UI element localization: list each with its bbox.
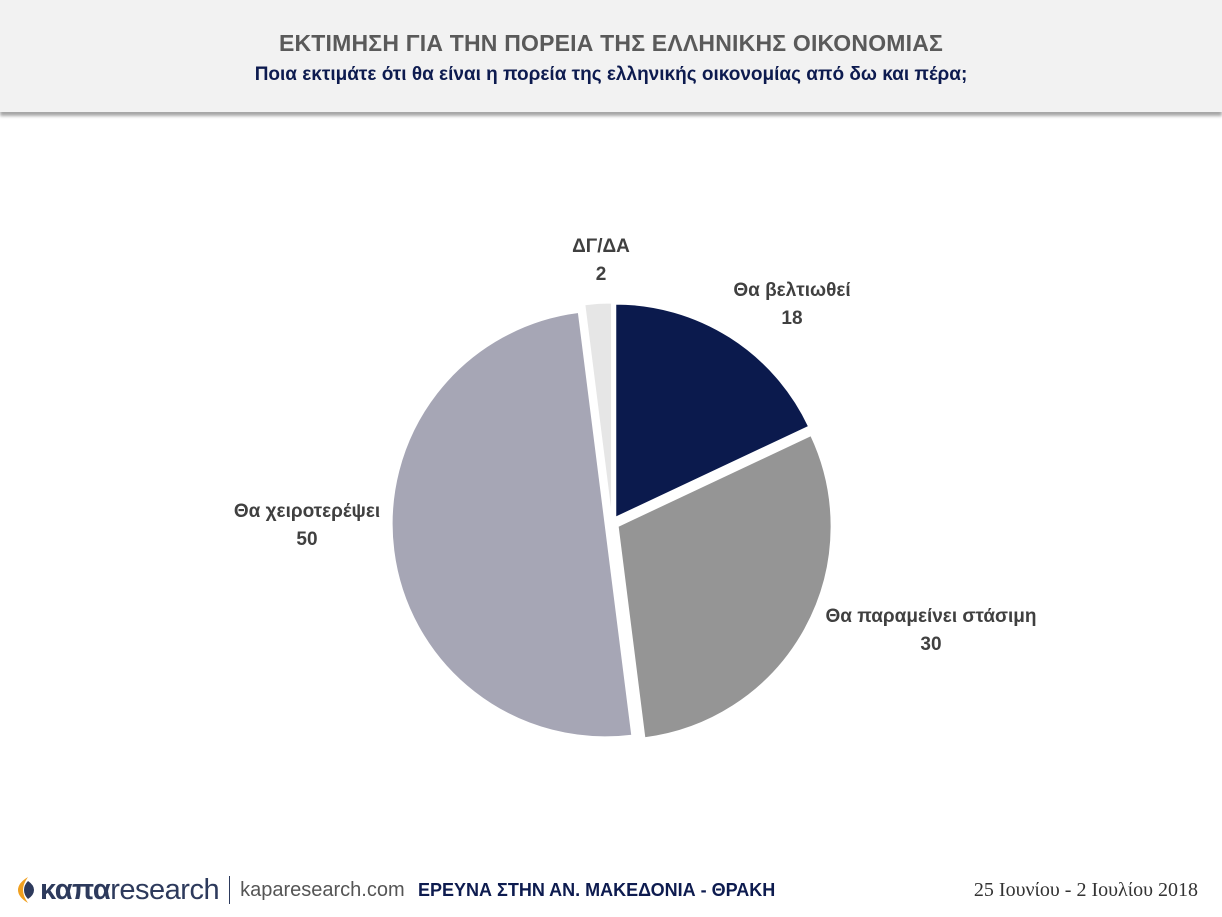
- chart-subtitle: Ποια εκτιμάτε ότι θα είναι η πορεία της …: [254, 64, 968, 85]
- logo-brand: καπα: [40, 873, 111, 906]
- slice-value: 2: [596, 264, 607, 285]
- pie-slice: [391, 311, 633, 738]
- survey-region: ΕΡΕΥΝΑ ΣΤΗΝ ΑΝ. ΜΑΚΕΔΟΝΙΑ - ΘΡΑΚΗ: [418, 880, 776, 900]
- chart-title: ΕΚΤΙΜΗΣΗ ΓΙΑ ΤΗΝ ΠΟΡΕΙΑ ΤΗΣ ΕΛΛΗΝΙΚΗΣ ΟΙ…: [278, 30, 944, 56]
- logo-research: research: [110, 873, 220, 906]
- slice-value: 50: [296, 529, 317, 550]
- slice-value: 18: [781, 308, 802, 329]
- slice-label: Θα χειροτερέψει: [234, 501, 380, 522]
- logo: καπα research kaparesearch.com: [14, 872, 405, 908]
- logo-url: kaparesearch.com: [240, 878, 405, 901]
- pie-labels: Θα βελτιωθεί 18 Θα παραμείνει στάσιμη 30 Θα …: [234, 236, 1037, 655]
- survey-date: 25 Ιουνίου - 2 Ιουλίου 2018: [973, 879, 1198, 901]
- footer: καπα research kaparesearch.com ΕΡΕΥΝΑ ΣΤΗ…: [0, 862, 1222, 917]
- slice-label: Θα παραμείνει στάσιμη: [825, 606, 1036, 627]
- slice-label: Θα βελτιωθεί: [733, 280, 850, 301]
- pie-slice: [617, 435, 832, 739]
- logo-separator: [229, 876, 231, 904]
- slice-label: ΔΓ/ΔΑ: [572, 236, 630, 257]
- kapa-logo-icon: [18, 877, 34, 903]
- header: ΕΚΤΙΜΗΣΗ ΓΙΑ ΤΗΝ ΠΟΡΕΙΑ ΤΗΣ ΕΛΛΗΝΙΚΗΣ ΟΙ…: [0, 0, 1222, 112]
- pie-slice: [615, 303, 810, 518]
- slice-value: 30: [920, 634, 941, 655]
- pie-slices: [391, 302, 832, 739]
- pie-slice: [584, 302, 613, 517]
